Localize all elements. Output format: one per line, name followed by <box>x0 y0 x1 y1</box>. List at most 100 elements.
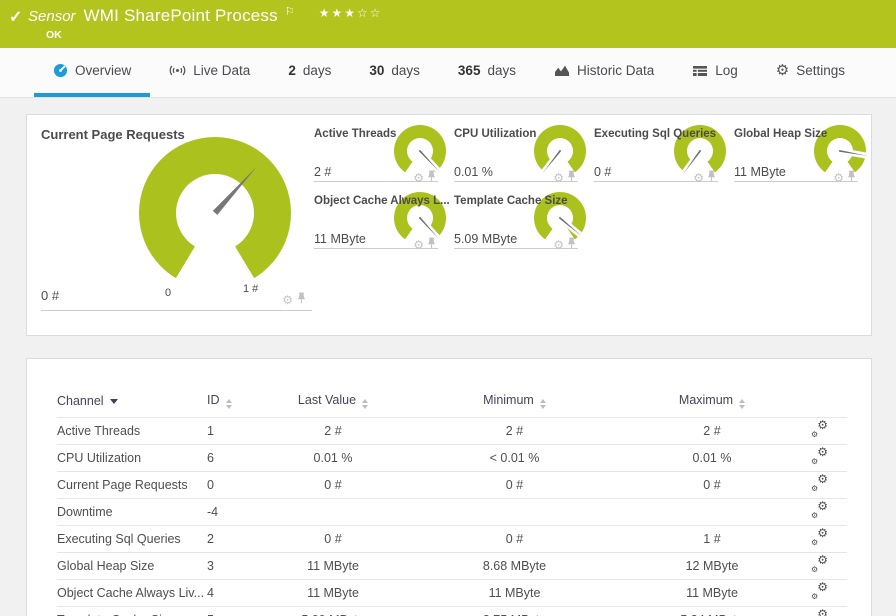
divider <box>41 310 312 311</box>
pin-icon[interactable] <box>707 169 716 187</box>
sensor-kind-label: Sensor <box>28 8 76 25</box>
mini-gauge <box>534 192 586 244</box>
channel-table-panel: Channel ID Last Value Minimum Maximum Ac… <box>26 358 872 616</box>
table-row: Global Heap Size 3 11 MByte 8.68 MByte 1… <box>57 552 847 580</box>
tab-30-days[interactable]: 30 days <box>369 63 420 78</box>
table-row: Current Page Requests 0 0 # 0 # 0 # ⚙ ⚙ <box>57 471 847 499</box>
maximum-value: 2 # <box>632 417 792 445</box>
gauge-value: 0 # <box>41 288 60 303</box>
divider <box>454 181 578 182</box>
pin-icon[interactable] <box>567 169 576 187</box>
channel-id: 2 <box>207 525 269 553</box>
primary-gauge-cell[interactable]: Current Page Requests 0 1 # 0 # ⚙ <box>27 115 312 335</box>
table-row: Template Cache Size 5 5.09 MByte 3.75 MB… <box>57 606 847 616</box>
channel-gear-icon[interactable]: ⚙ <box>553 238 564 252</box>
pin-icon[interactable] <box>847 169 856 187</box>
tab-2-days[interactable]: 2 days <box>288 63 332 78</box>
divider <box>314 248 438 249</box>
maximum-value: 5.34 MByte <box>632 606 792 616</box>
gauge-needle <box>212 164 259 215</box>
gauge-needle <box>559 217 583 237</box>
channel-gear-icon[interactable]: ⚙ <box>833 171 844 185</box>
channel-id: 5 <box>207 606 269 616</box>
column-header-minimum[interactable]: Minimum <box>397 385 632 418</box>
column-header-channel[interactable]: Channel <box>57 385 207 418</box>
gauge-cell-object-cache-always-live[interactable]: Object Cache Always L... 11 MByte ⚙ <box>312 192 452 259</box>
sensor-overview-content: Current Page Requests 0 1 # 0 # ⚙ A <box>0 98 896 616</box>
channel-settings-icon[interactable]: ⚙⚙ <box>811 417 828 439</box>
gauge-value: 0.01 % <box>454 165 493 179</box>
channel-id: 1 <box>207 417 269 445</box>
priority-stars[interactable]: ★★★☆☆ <box>318 6 383 20</box>
column-header-last-value[interactable]: Last Value <box>269 385 397 418</box>
divider <box>594 181 718 182</box>
channel-settings-icon[interactable]: ⚙⚙ <box>811 471 828 493</box>
gauge-value: 11 MByte <box>734 165 786 179</box>
channel-gear-icon[interactable]: ⚙ <box>693 171 704 185</box>
channel-name: Global Heap Size <box>57 552 207 580</box>
channel-name: Downtime <box>57 498 207 526</box>
minimum-value: 8.68 MByte <box>397 552 632 580</box>
table-row: Object Cache Always Liv... 4 11 MByte 11… <box>57 579 847 607</box>
gauge-cell-executing-sql-queries[interactable]: Executing Sql Queries 0 # ⚙ <box>592 125 732 192</box>
tab-overview[interactable]: Overview <box>34 48 151 97</box>
mini-gauge-grid: Active Threads 2 # ⚙ CPU Utilization <box>312 125 871 259</box>
gauge-cell-cpu-utilization[interactable]: CPU Utilization 0.01 % ⚙ <box>452 125 592 192</box>
flag-icon[interactable]: ⚐ <box>284 6 295 18</box>
last-value: 5.09 MByte <box>269 606 397 616</box>
channel-name: Object Cache Always Liv... <box>57 579 207 607</box>
maximum-value: 11 MByte <box>632 579 792 607</box>
gauge-value: 5.09 MByte <box>454 232 518 246</box>
sort-icon <box>225 398 232 409</box>
column-header-id[interactable]: ID <box>207 385 269 418</box>
sort-icon <box>362 398 369 409</box>
channel-name: CPU Utilization <box>57 444 207 472</box>
mini-gauge <box>674 125 726 177</box>
tab-log[interactable]: Log <box>673 48 757 97</box>
table-row: Downtime -4 ⚙ ⚙ <box>57 498 847 526</box>
channel-settings-icon[interactable]: ⚙⚙ <box>811 498 828 520</box>
column-header-maximum[interactable]: Maximum <box>632 385 792 418</box>
pin-icon[interactable] <box>297 291 306 309</box>
gear-icon: ⚙ <box>775 62 790 79</box>
channel-settings-icon[interactable]: ⚙⚙ <box>811 525 828 547</box>
channel-settings-icon[interactable]: ⚙⚙ <box>811 552 828 574</box>
last-value: 0.01 % <box>269 444 397 472</box>
minimum-value: 2 # <box>397 417 632 445</box>
primary-gauge: 0 1 # <box>139 137 291 299</box>
last-value <box>269 498 397 526</box>
gauge-cell-active-threads[interactable]: Active Threads 2 # ⚙ <box>312 125 452 192</box>
pin-icon[interactable] <box>567 236 576 254</box>
channel-gear-icon[interactable]: ⚙ <box>553 171 564 185</box>
pin-icon[interactable] <box>427 236 436 254</box>
channel-settings-icon[interactable]: ⚙⚙ <box>817 606 828 616</box>
minimum-value <box>397 498 632 526</box>
tab-settings[interactable]: ⚙ Settings <box>775 62 846 79</box>
last-value: 0 # <box>269 525 397 553</box>
minimum-value: 0 # <box>397 471 632 499</box>
tab-365-days[interactable]: 365 days <box>457 63 516 78</box>
mini-gauge <box>394 125 446 177</box>
channel-gear-icon[interactable]: ⚙ <box>282 293 293 307</box>
gauge-cell-global-heap-size[interactable]: Global Heap Size 11 MByte ⚙ <box>732 125 872 192</box>
divider <box>314 181 438 182</box>
channel-id: 0 <box>207 471 269 499</box>
last-value: 11 MByte <box>269 579 397 607</box>
channel-gear-icon[interactable]: ⚙ <box>413 238 424 252</box>
gauge-title: Current Page Requests <box>41 127 185 142</box>
sort-icon <box>539 398 546 409</box>
channel-gear-icon[interactable]: ⚙ <box>413 171 424 185</box>
channel-id: -4 <box>207 498 269 526</box>
gauge-cell-template-cache-size[interactable]: Template Cache Size 5.09 MByte ⚙ <box>452 192 592 259</box>
channel-settings-icon[interactable]: ⚙⚙ <box>811 579 828 601</box>
channel-settings-icon[interactable]: ⚙⚙ <box>811 444 828 466</box>
gauge-value: 2 # <box>314 165 332 179</box>
tab-live-data[interactable]: Live Data <box>150 48 269 97</box>
channel-name: Current Page Requests <box>57 471 207 499</box>
log-list-icon <box>692 65 708 77</box>
channel-id: 6 <box>207 444 269 472</box>
status-badge: OK <box>46 29 62 41</box>
tab-historic-data[interactable]: Historic Data <box>535 48 673 97</box>
channel-id: 4 <box>207 579 269 607</box>
pin-icon[interactable] <box>427 169 436 187</box>
